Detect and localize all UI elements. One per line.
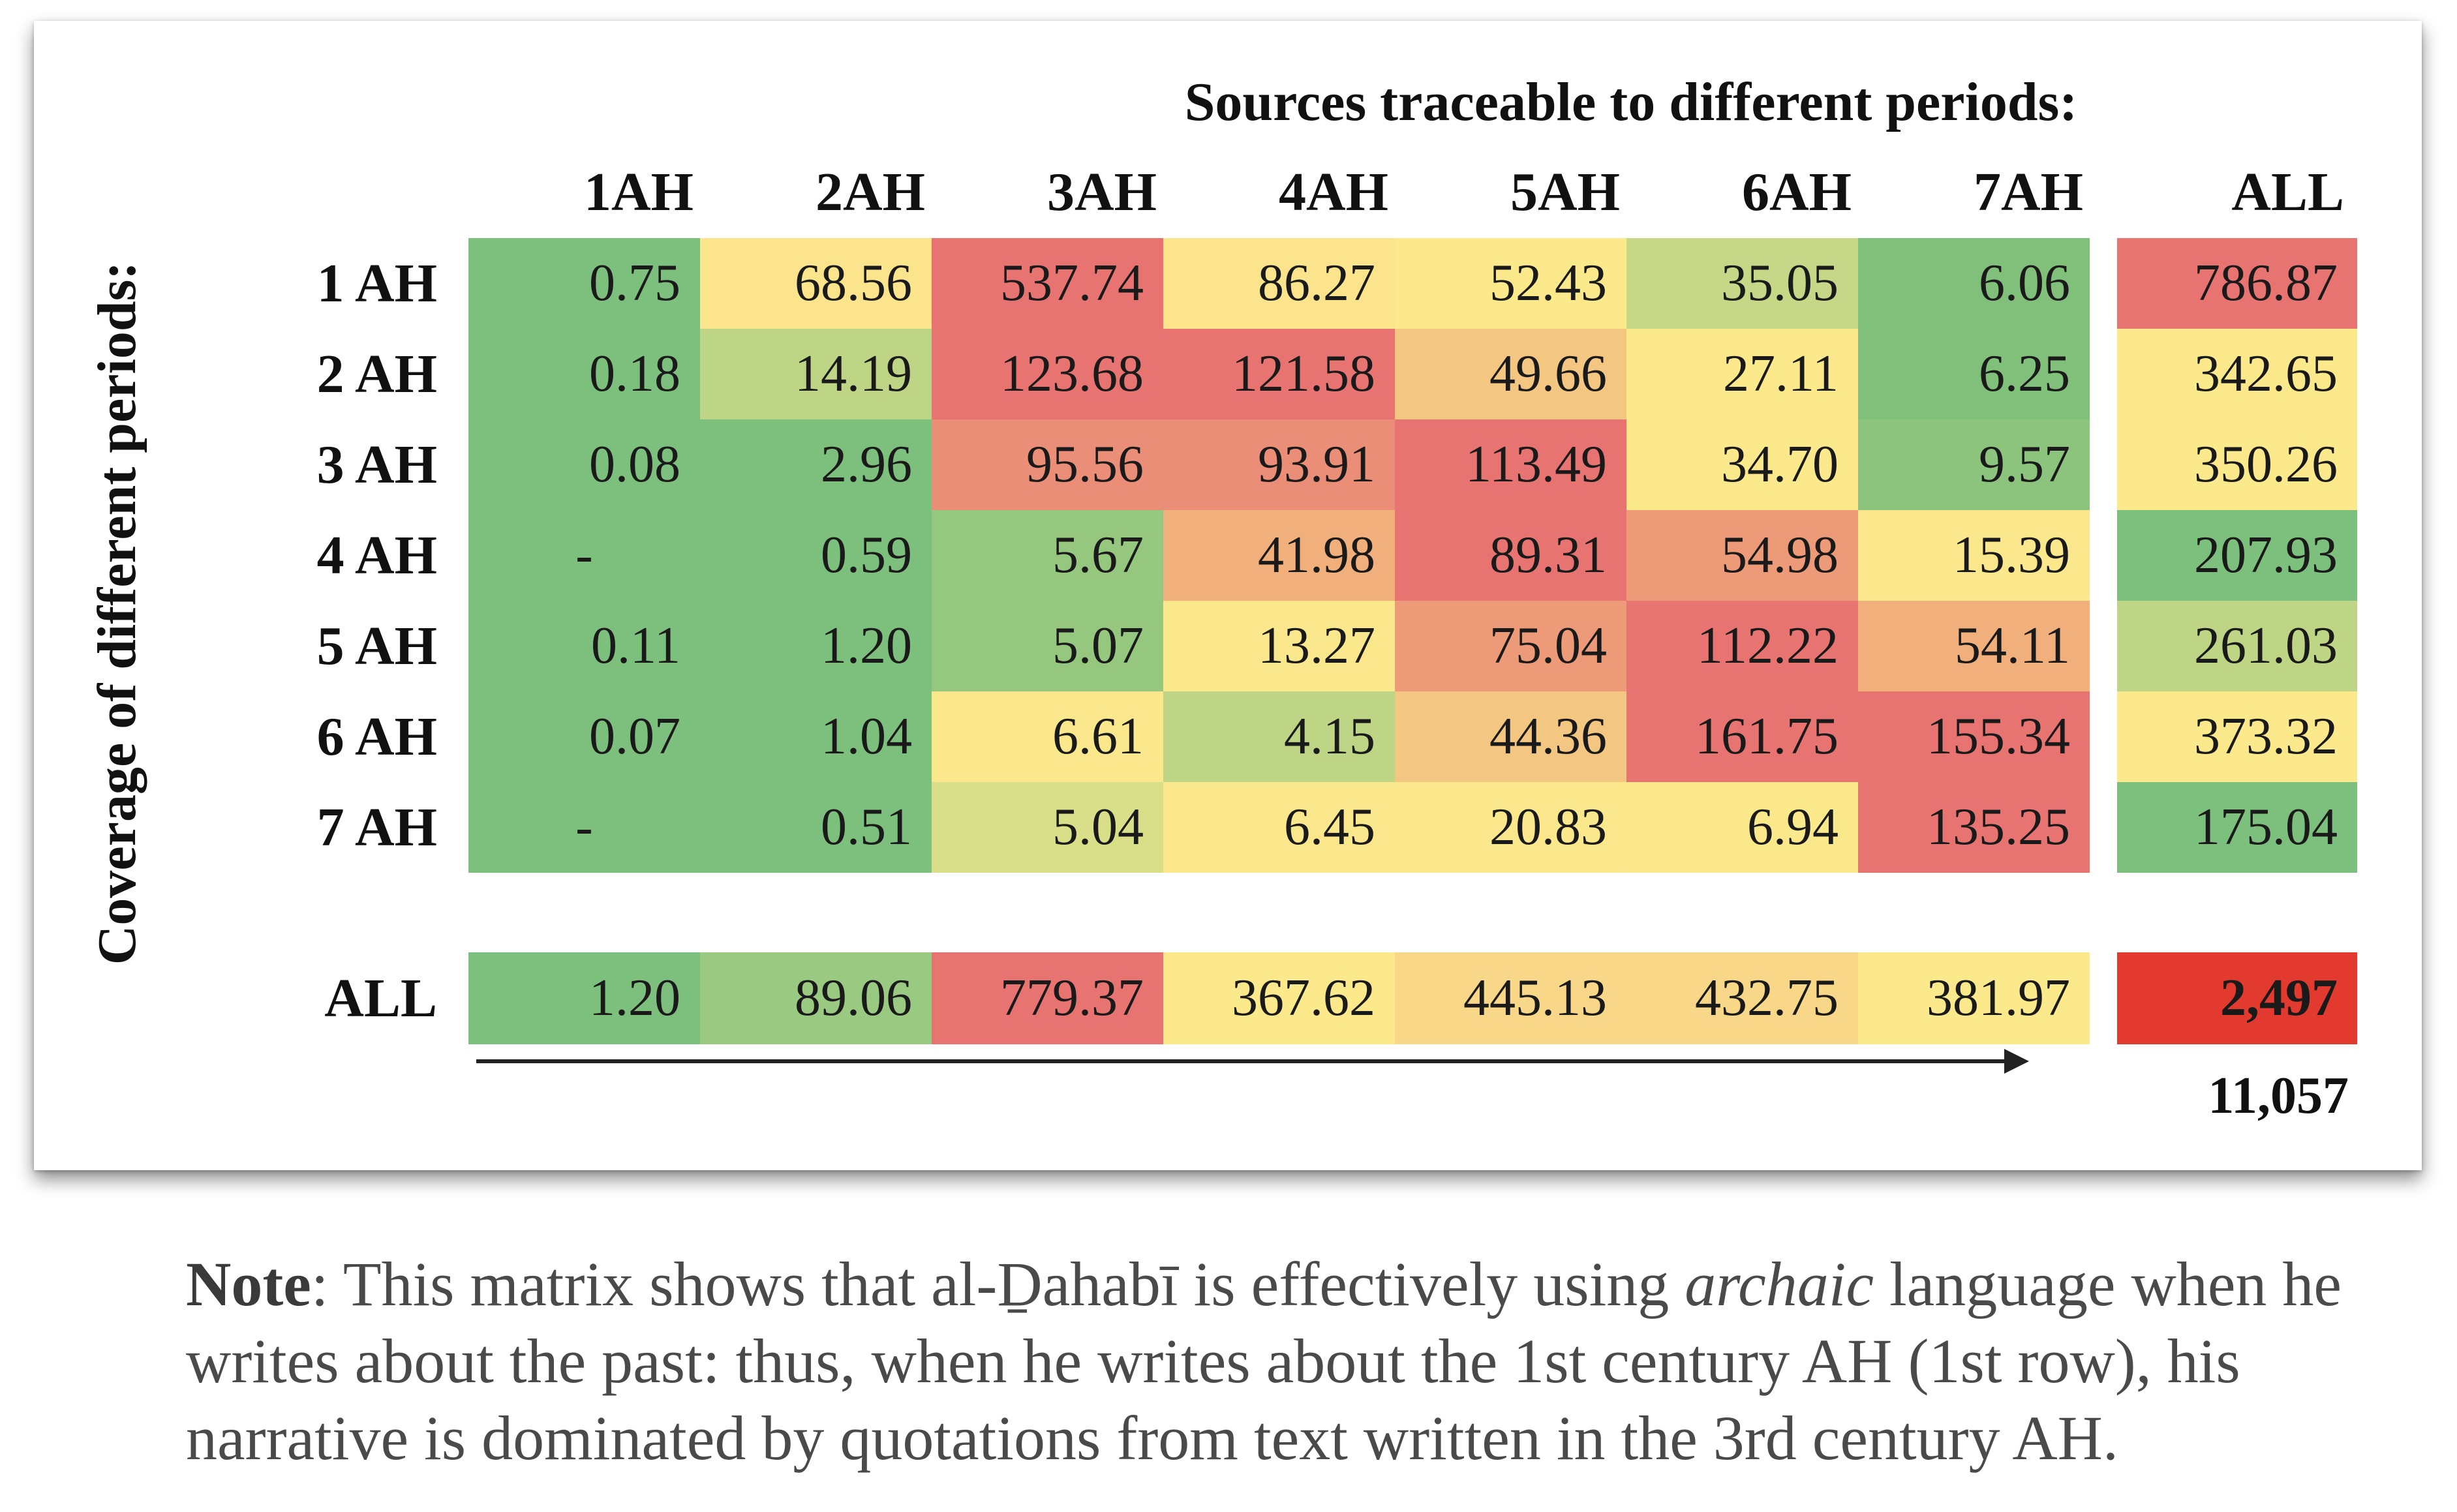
heatmap-cell: 95.56 — [932, 419, 1163, 510]
heatmap-cell: 537.74 — [932, 238, 1163, 329]
heatmap-cell: 75.04 — [1395, 601, 1626, 691]
heatmap-cell: 161.75 — [1626, 691, 1858, 782]
heatmap-cell: 155.34 — [1858, 691, 2090, 782]
heatmap-cell: 34.70 — [1626, 419, 1858, 510]
overall-total: 11,057 — [2208, 1067, 2349, 1125]
heatmap-cell: 121.58 — [1163, 329, 1395, 419]
row-total-cell: 786.87 — [2117, 238, 2357, 329]
heatmap-cell: 135.25 — [1858, 782, 2090, 873]
heatmap-cell: 9.57 — [1858, 419, 2090, 510]
heatmap-cell: 14.19 — [700, 329, 932, 419]
heatmap-cell: 44.36 — [1395, 691, 1626, 782]
column-header-3ah: 3AH — [1047, 162, 1157, 222]
heatmap-cell: 4.15 — [1163, 691, 1395, 782]
row-total-cell: 207.93 — [2117, 510, 2357, 601]
chart-title: Sources traceable to different periods: — [1184, 72, 2078, 132]
row-total-cell: 175.04 — [2117, 782, 2357, 873]
heatmap-cell: 54.11 — [1858, 601, 2090, 691]
heatmap-cell: 5.67 — [932, 510, 1163, 601]
column-header-all: ALL — [2231, 162, 2344, 222]
column-header-6ah: 6AH — [1742, 162, 1852, 222]
column-total-cell: 779.37 — [932, 952, 1163, 1044]
heatmap-cell: - — [468, 510, 700, 601]
note-paragraph: Note: This matrix shows that al-Ḏahabī i… — [186, 1246, 2404, 1477]
heatmap-cell: 5.07 — [932, 601, 1163, 691]
heatmap-cell: 0.75 — [468, 238, 700, 329]
row-header-6ah: 6 AH — [316, 706, 437, 767]
column-total-cell: 381.97 — [1858, 952, 2090, 1044]
heatmap-cell: 41.98 — [1163, 510, 1395, 601]
heatmap-cell: 5.04 — [932, 782, 1163, 873]
row-header-7ah: 7 AH — [316, 797, 437, 858]
heatmap-cell: 13.27 — [1163, 601, 1395, 691]
heatmap-cell: 2.96 — [700, 419, 932, 510]
heatmap-cell: 20.83 — [1395, 782, 1626, 873]
heatmap-cell: 86.27 — [1163, 238, 1395, 329]
column-header-5ah: 5AH — [1510, 162, 1620, 222]
row-header-1ah: 1 AH — [316, 253, 437, 314]
heatmap-cell: 0.51 — [700, 782, 932, 873]
heatmap-cell: 112.22 — [1626, 601, 1858, 691]
heatmap-cell: 0.59 — [700, 510, 932, 601]
heatmap-cell: 49.66 — [1395, 329, 1626, 419]
heatmap-cell: 1.20 — [700, 601, 932, 691]
heatmap-cell: 52.43 — [1395, 238, 1626, 329]
note-label: Note — [186, 1249, 311, 1319]
note-italic: archaic — [1685, 1249, 1874, 1319]
column-total-cell: 445.13 — [1395, 952, 1626, 1044]
heatmap-cell: 113.49 — [1395, 419, 1626, 510]
column-total-cell: 367.62 — [1163, 952, 1395, 1044]
heatmap-cell: 93.91 — [1163, 419, 1395, 510]
column-total-cell: 89.06 — [700, 952, 932, 1044]
column-header-7ah: 7AH — [1974, 162, 2083, 222]
note-text-1: : This matrix shows that al-Ḏahabī is ef… — [311, 1249, 1685, 1319]
row-total-cell: 373.32 — [2117, 691, 2357, 782]
heatmap-cell: 6.45 — [1163, 782, 1395, 873]
column-total-cell: 432.75 — [1626, 952, 1858, 1044]
column-header-4ah: 4AH — [1279, 162, 1388, 222]
row-header-3ah: 3 AH — [316, 434, 437, 495]
grand-total-cell: 2,497 — [2117, 952, 2357, 1044]
heatmap-cell: 89.31 — [1395, 510, 1626, 601]
note-text-2: language when he writes about the past: … — [186, 1249, 2342, 1473]
row-total-cell: 261.03 — [2117, 601, 2357, 691]
heatmap-cell: 6.61 — [932, 691, 1163, 782]
row-total-cell: 350.26 — [2117, 419, 2357, 510]
column-header-2ah: 2AH — [816, 162, 925, 222]
heatmap-cell: 0.08 — [468, 419, 700, 510]
heatmap-cell: 15.39 — [1858, 510, 2090, 601]
heatmap-cell: 6.06 — [1858, 238, 2090, 329]
heatmap-cell: 1.04 — [700, 691, 932, 782]
column-header-1ah: 1AH — [584, 162, 694, 222]
heatmap-cell: 0.11 — [468, 601, 700, 691]
heatmap-cell: - — [468, 782, 700, 873]
column-total-cell: 1.20 — [468, 952, 700, 1044]
heatmap-cell: 27.11 — [1626, 329, 1858, 419]
heatmap-cell: 0.07 — [468, 691, 700, 782]
heatmap-cell: 54.98 — [1626, 510, 1858, 601]
heatmap-cell: 6.94 — [1626, 782, 1858, 873]
row-header-4ah: 4 AH — [316, 525, 437, 586]
heatmap-cell: 35.05 — [1626, 238, 1858, 329]
row-total-cell: 342.65 — [2117, 329, 2357, 419]
heatmap-cell: 0.18 — [468, 329, 700, 419]
row-header-5ah: 5 AH — [316, 616, 437, 676]
heatmap-cell: 123.68 — [932, 329, 1163, 419]
row-header-2ah: 2 AH — [316, 344, 437, 404]
heatmap-cell: 6.25 — [1858, 329, 2090, 419]
row-header-all: ALL — [324, 968, 437, 1029]
heatmap-cell: 68.56 — [700, 238, 932, 329]
